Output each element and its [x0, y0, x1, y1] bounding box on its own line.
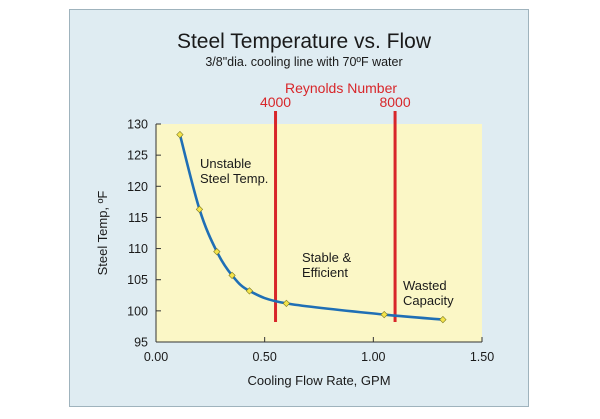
y-tick-label: 130	[127, 118, 148, 132]
annotation-text: Unstable	[200, 156, 251, 171]
annotation-text: Stable &	[302, 250, 351, 265]
x-tick-label: 1.00	[361, 350, 385, 364]
y-tick-label: 105	[127, 273, 148, 287]
x-tick-label: 0.50	[252, 350, 276, 364]
y-tick-label: 115	[128, 211, 148, 225]
data-point-marker	[176, 130, 184, 139]
data-point-marker	[195, 205, 204, 213]
annotation-text: Steel Temp.	[200, 171, 268, 186]
y-tick-label: 95	[134, 336, 148, 350]
x-tick-label: 1.50	[470, 350, 494, 364]
annotation-text: Capacity	[403, 293, 454, 308]
data-point-marker	[228, 271, 236, 279]
x-axis-label: Cooling Flow Rate, GPM	[247, 373, 390, 388]
y-axis-label: Steel Temp, ºF	[95, 191, 110, 276]
reynolds-reference-label: 4000	[260, 94, 291, 110]
data-point-marker	[245, 287, 254, 295]
chart-title: Steel Temperature vs. Flow	[177, 30, 432, 53]
data-point-marker	[439, 315, 447, 324]
annotation-text: Efficient	[302, 265, 348, 280]
annotation-text: Wasted	[403, 278, 447, 293]
y-tick-label: 120	[127, 180, 148, 194]
plot-area	[156, 124, 482, 342]
y-tick-label: 100	[127, 304, 148, 318]
x-tick-label: 0.00	[144, 350, 168, 364]
data-point-marker	[213, 248, 221, 256]
y-tick-label: 110	[128, 242, 148, 256]
data-point-marker	[380, 310, 388, 319]
data-point-marker	[282, 299, 291, 308]
reynolds-reference-label: 8000	[379, 94, 410, 110]
chart-subtitle: 3/8"dia. cooling line with 70ºF water	[205, 55, 402, 69]
y-tick-label: 125	[127, 149, 148, 163]
reference-lines-title: Reynolds Number	[285, 80, 397, 96]
